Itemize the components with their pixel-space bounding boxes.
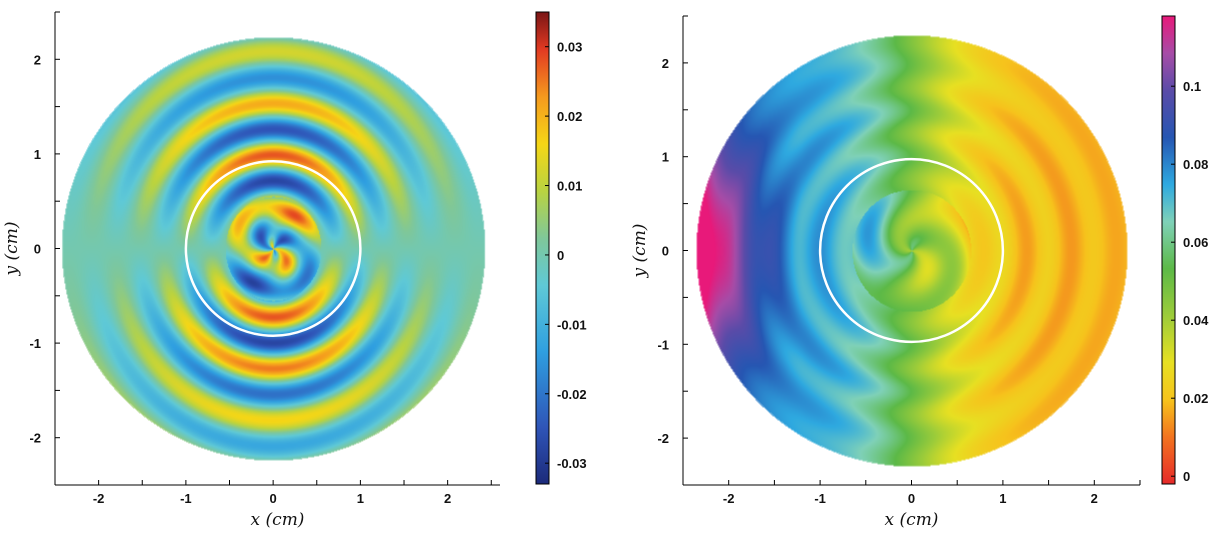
x-tick-label: -1 <box>180 491 192 506</box>
x-tick-label: 1 <box>999 491 1006 506</box>
colorbar-tick-label: 0.02 <box>1183 391 1208 406</box>
colorbar-tick-label: -0.03 <box>557 456 587 471</box>
heatmap-field <box>694 33 1129 468</box>
colorbar-tick-label: 0.03 <box>557 40 582 55</box>
x-tick-label: 1 <box>357 491 364 506</box>
panel-right: -2 -1 0 1 2 -2 -1 0 1 2 x (cm) y (cm) 0.1 0.08 0.06 0.0… <box>630 15 1209 530</box>
x-tick-label: 2 <box>1091 491 1098 506</box>
inner-circle-outline <box>818 157 1005 344</box>
colorbar-tick-label: -0.01 <box>557 317 587 332</box>
x-axis-label: x (cm) <box>251 510 305 530</box>
x-tick-label: 0 <box>908 491 915 506</box>
y-axis-label: y (cm) <box>2 222 22 277</box>
x-axis-label: x (cm) <box>885 510 939 530</box>
colorbar-tick-label: 0.02 <box>557 109 582 124</box>
x-tick-label: -1 <box>814 491 826 506</box>
colorbar-tick-label: -0.02 <box>557 387 587 402</box>
colorbar-tick-label: 0 <box>1183 469 1190 484</box>
y-tick-label: -2 <box>29 431 41 446</box>
colorbar-tick-label: 0.04 <box>1183 313 1209 328</box>
y-tick-label: 2 <box>34 52 41 67</box>
colorbar-tick-label: 0.06 <box>1183 235 1208 250</box>
x-tick-label: -2 <box>723 491 735 506</box>
y-tick-label: 1 <box>34 147 41 162</box>
x-tick-label: -2 <box>93 491 105 506</box>
y-tick-label: 0 <box>662 244 669 259</box>
y-tick-label: -2 <box>657 431 669 446</box>
colorbar-tick-label: 0.1 <box>1183 79 1201 94</box>
y-tick-label: -1 <box>29 336 41 351</box>
panel-left: -2 -1 0 1 2 -2 -1 0 1 2 x (cm) y (cm) 0.03 0.02 0.01 0 -… <box>2 11 587 530</box>
y-tick-label: 0 <box>34 242 41 257</box>
colorbar <box>535 11 550 485</box>
y-tick-label: 1 <box>662 150 669 165</box>
colorbar <box>1161 15 1176 485</box>
x-tick-label: 0 <box>270 491 277 506</box>
x-tick-label: 2 <box>444 491 451 506</box>
colorbar-tick-label: 0.08 <box>1183 157 1208 172</box>
inner-circle-outline <box>184 159 362 338</box>
colorbar-tick-label: 0.01 <box>557 179 582 194</box>
heatmap-field <box>60 35 487 462</box>
y-tick-label: -1 <box>657 337 669 352</box>
colorbar-tick-label: 0 <box>557 248 564 263</box>
y-tick-label: 2 <box>662 56 669 71</box>
y-axis-label: y (cm) <box>630 224 650 279</box>
